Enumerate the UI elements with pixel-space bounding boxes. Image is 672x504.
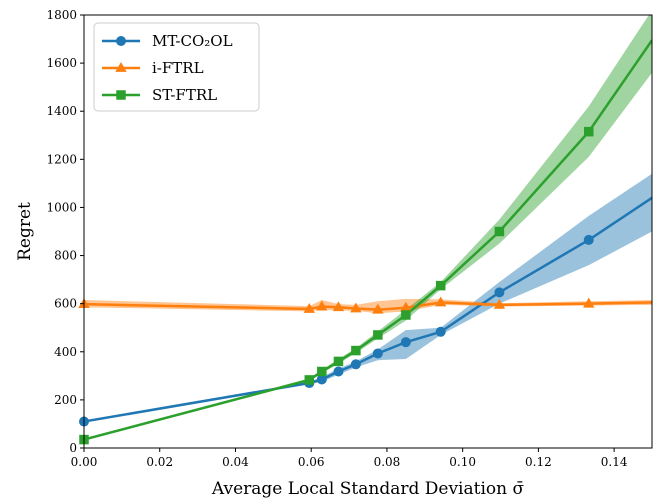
mt-co-ol-band: [84, 173, 652, 422]
x-tick-label: 0.02: [146, 455, 173, 469]
legend-box: [93, 22, 260, 112]
y-tick-label: 200: [54, 393, 77, 407]
mt-co-ol-point: [435, 326, 446, 337]
st-ftrl-point: [351, 345, 361, 356]
mt-co-ol-point: [372, 348, 383, 359]
i-ftrl-point: [303, 302, 316, 313]
x-tick-label: 0.06: [298, 455, 325, 469]
i-ftrl-point: [316, 300, 328, 311]
x-tick-label: 0.14: [601, 455, 628, 469]
y-tick-label: 1000: [46, 200, 77, 214]
y-tick-label: 0: [69, 441, 77, 455]
i-ftrl-point: [400, 301, 412, 312]
legend-item-mt-co-ol: MT-CO₂OL: [102, 32, 233, 50]
y-tick-label: 1600: [46, 56, 77, 70]
legend: MT-CO₂OL i-FTRL ST-FTRL: [93, 22, 260, 112]
x-tick-label: 0.12: [525, 455, 552, 469]
st-ftrl-point: [584, 126, 594, 137]
legend-label: i-FTRL: [152, 59, 204, 77]
x-tick-label: 0.10: [449, 455, 476, 469]
mt-co-ol-point: [316, 374, 327, 385]
x-tick-label: 0.04: [222, 455, 249, 469]
y-tick-label: 400: [54, 345, 77, 359]
legend-swatch-marker: [116, 90, 126, 100]
x-axis-ticks: 0.00 0.02 0.04 0.06 0.08 0.10 0.12 0.14: [71, 448, 628, 469]
x-axis-label: Average Local Standard Deviation σ̄: [211, 479, 525, 499]
st-ftrl-point: [317, 366, 327, 377]
y-axis-ticks: 0 200 400 600 800 1000 1200 1400 1600 1800: [46, 8, 84, 455]
x-tick-label: 0.00: [71, 455, 98, 469]
i-ftrl-point: [332, 301, 345, 312]
legend-swatch-marker: [115, 62, 127, 72]
legend-label: MT-CO₂OL: [152, 32, 233, 50]
legend-item-st-ftrl: ST-FTRL: [102, 86, 217, 104]
st-ftrl-point: [304, 375, 315, 385]
i-ftrl-band: [84, 298, 652, 314]
st-ftrl-point: [494, 226, 505, 237]
st-ftrl-point: [435, 280, 446, 291]
legend-item-i-ftrl: i-FTRL: [102, 59, 204, 77]
i-ftrl-point: [350, 302, 362, 313]
confidence-bands: [84, 15, 652, 440]
y-tick-label: 800: [54, 249, 77, 263]
x-tick-label: 0.08: [374, 455, 401, 469]
y-tick-label: 600: [54, 297, 77, 311]
mt-co-ol-point: [350, 359, 361, 370]
i-ftrl-point: [372, 303, 384, 314]
i-ftrl-point: [583, 297, 595, 308]
legend-swatch-marker: [116, 36, 126, 46]
mt-co-ol-point: [494, 287, 505, 298]
i-ftrl-point: [435, 296, 447, 307]
y-tick-label: 1400: [46, 104, 77, 118]
mt-co-ol-point: [583, 234, 594, 245]
mt-co-ol-point: [333, 366, 344, 377]
st-ftrl-point: [333, 356, 344, 367]
mt-co-ol-point: [400, 337, 411, 348]
y-axis-label: Regret: [15, 202, 35, 261]
y-tick-label: 1200: [46, 152, 77, 166]
y-tick-label: 1800: [46, 8, 77, 22]
legend-label: ST-FTRL: [152, 86, 217, 104]
i-ftrl-point: [493, 298, 506, 309]
plot-frame: [83, 14, 653, 449]
st-ftrl-point: [373, 330, 383, 340]
st-ftrl-point: [401, 310, 411, 320]
